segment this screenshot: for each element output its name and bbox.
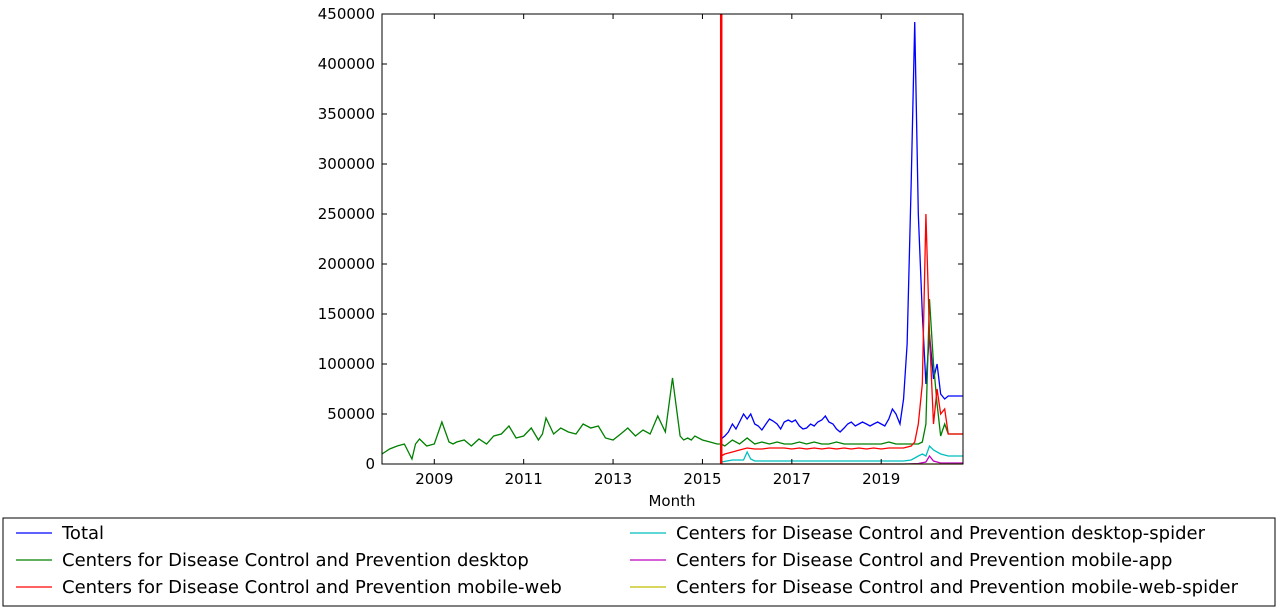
legend-label-total: Total (61, 523, 104, 544)
y-tick-label: 250000 (318, 205, 375, 223)
y-tick-label: 200000 (318, 255, 375, 273)
x-tick-label: 2015 (683, 470, 721, 488)
legend-label-centers-for-disease-control-and-prevention-mobile-web: Centers for Disease Control and Preventi… (62, 577, 562, 598)
y-tick-label: 350000 (318, 105, 375, 123)
x-tick-label: 2013 (594, 470, 632, 488)
legend-label-centers-for-disease-control-and-prevention-mobile-app: Centers for Disease Control and Preventi… (676, 550, 1172, 571)
y-tick-label: 400000 (318, 55, 375, 73)
plot-area-frame (381, 13, 964, 465)
series-line-centers-for-disease-control-and-prevention-mobile-app (721, 454, 963, 465)
series-lines (381, 21, 963, 465)
x-tick-label: 2019 (862, 470, 900, 488)
x-tick-label: 2011 (505, 470, 543, 488)
series-line-centers-for-disease-control-and-prevention-desktop (381, 298, 963, 461)
series-line-centers-for-disease-control-and-prevention-mobile-web (720, 213, 963, 457)
legend-label-centers-for-disease-control-and-prevention-desktop-spider: Centers for Disease Control and Preventi… (676, 523, 1206, 544)
y-tick-label: 150000 (318, 305, 375, 323)
y-tick-label: 450000 (318, 5, 375, 23)
y-tick-label: 50000 (327, 405, 375, 423)
y-tick-label: 0 (365, 455, 375, 473)
x-axis: 2009 2011 2013 2015 2017 2019 (415, 14, 900, 488)
y-tick-label: 300000 (318, 155, 375, 173)
legend: Total Centers for Disease Control and Pre… (2, 517, 1276, 607)
legend-label-centers-for-disease-control-and-prevention-mobile-web-spider: Centers for Disease Control and Preventi… (676, 577, 1239, 598)
legend-label-centers-for-disease-control-and-prevention-desktop: Centers for Disease Control and Preventi… (62, 550, 529, 571)
series-line-centers-for-disease-control-and-prevention-desktop-spider (721, 444, 963, 463)
y-tick-label: 100000 (318, 355, 375, 373)
x-axis-title: Month (648, 492, 695, 510)
x-tick-label: 2009 (415, 470, 453, 488)
y-axis: 0 50000 100000 150000 200000 250000 300000 3500… (318, 5, 963, 473)
x-tick-label: 2017 (773, 470, 811, 488)
